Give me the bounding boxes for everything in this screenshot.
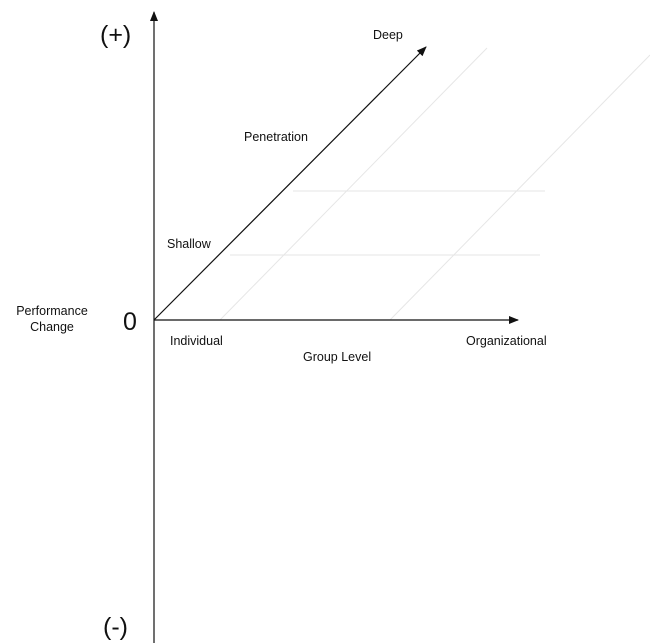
x-level-start-label: Individual	[170, 334, 223, 348]
origin-label: 0	[123, 308, 137, 336]
x-level-end-label: Organizational	[466, 334, 547, 348]
y-positive-label: (+)	[100, 21, 131, 49]
penetration-low-label: Shallow	[167, 237, 212, 251]
penetration-title: Penetration	[244, 130, 308, 144]
penetration-high-label: Deep	[373, 28, 403, 42]
guide-diagonal-2	[389, 54, 650, 321]
guide-lines	[219, 47, 650, 321]
penetration-arrow	[153, 46, 427, 321]
x-axis-title: Group Level	[303, 350, 371, 364]
y-negative-label: (-)	[103, 613, 128, 641]
guide-diagonal-1	[219, 47, 488, 321]
y-axis-title-line1: Performance	[16, 304, 88, 318]
y-axis-title-line2: Change	[30, 320, 74, 334]
